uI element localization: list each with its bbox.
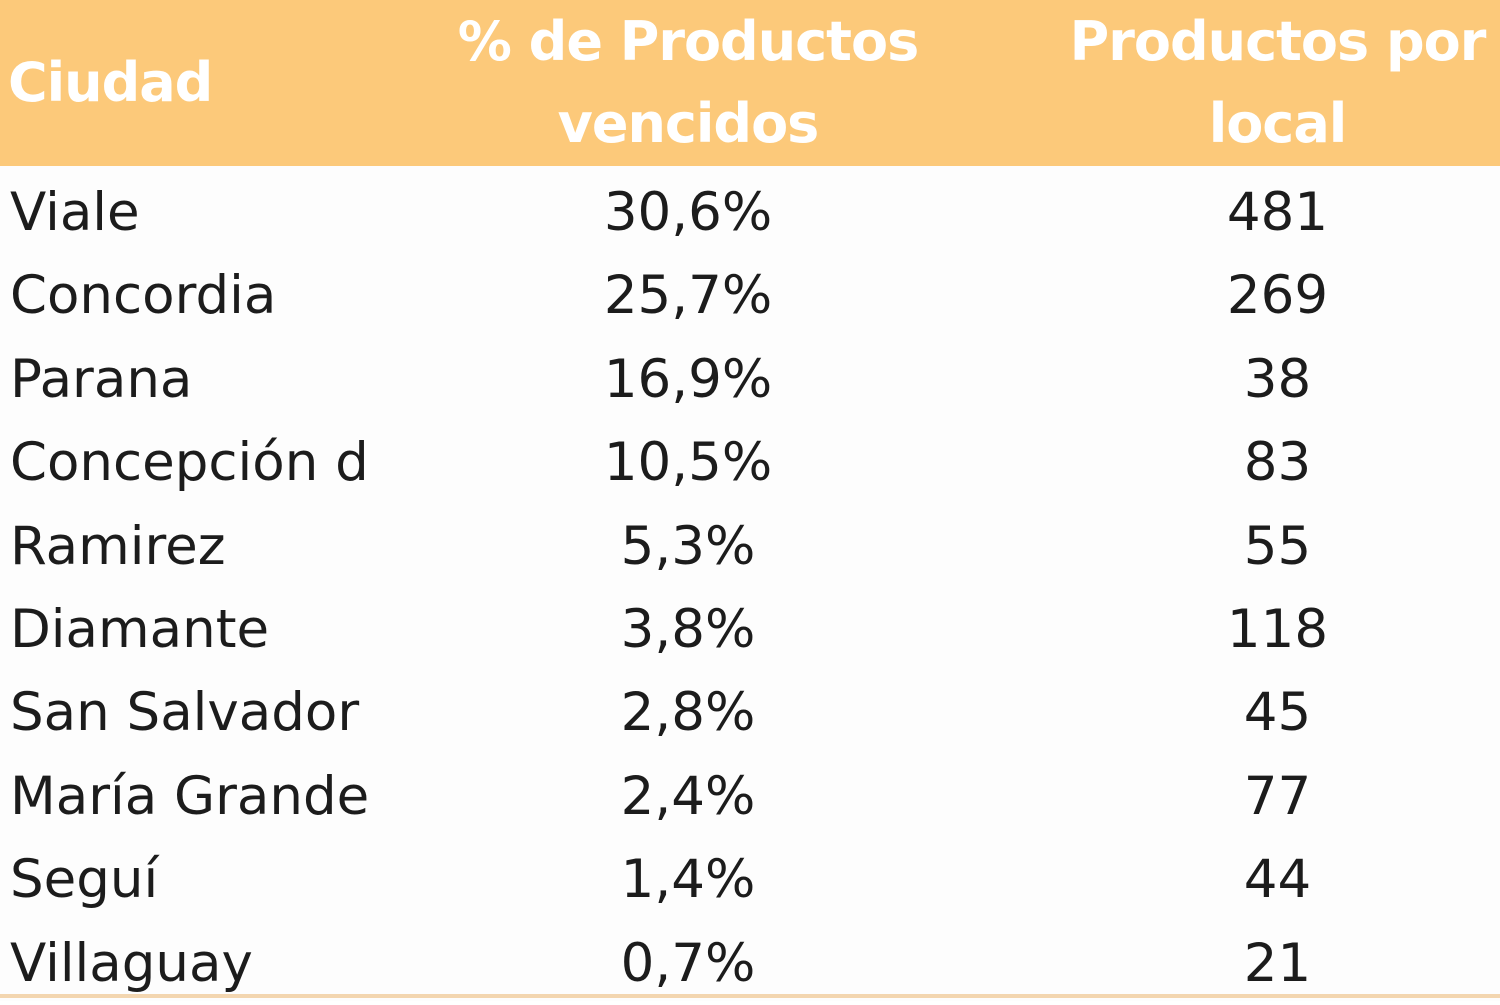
cell-pct-vencidos: 10,5% — [603, 432, 773, 494]
table-bottom-rule — [0, 994, 1500, 998]
column-header-ciudad: Ciudad — [8, 0, 448, 166]
cell-pct-vencidos: 2,4% — [620, 765, 756, 827]
table-row: Villaguay 0,7% 21 — [0, 922, 1500, 1005]
cell-pct-vencidos: 3,8% — [620, 599, 756, 660]
table-row: María Grande 2,4% 77 — [0, 755, 1500, 838]
table-row: San Salvador 2,8% 45 — [0, 671, 1500, 754]
column-header-productos-por-local-label: Productos por local — [1069, 10, 1487, 155]
column-header-ciudad-label: Ciudad — [8, 51, 213, 114]
cell-productos-por-local: 118 — [1226, 599, 1329, 660]
cell-productos-por-local: 269 — [1226, 265, 1329, 327]
cell-ciudad: Viale — [10, 182, 140, 243]
table-header-row: Ciudad % de Productos vencidos Productos… — [0, 0, 1500, 166]
column-header-productos-por-local: Productos por local — [1055, 0, 1500, 166]
cell-productos-por-local: 55 — [1243, 515, 1312, 577]
cell-productos-por-local: 45 — [1243, 682, 1312, 744]
cell-pct-vencidos: 5,3% — [620, 515, 756, 577]
cell-ciudad: María Grande — [10, 765, 370, 827]
cell-pct-vencidos: 2,8% — [620, 682, 756, 744]
cell-productos-por-local: 44 — [1243, 849, 1312, 911]
table-row: Seguí 1,4% 44 — [0, 838, 1500, 921]
cell-ciudad: Seguí — [10, 849, 159, 911]
table-row: Viale 30,6% 481 — [0, 171, 1500, 254]
cell-ciudad: Parana — [10, 348, 193, 410]
cell-pct-vencidos: 1,4% — [620, 849, 756, 911]
cell-ciudad: San Salvador — [10, 682, 360, 744]
table-row: Concepción d 10,5% 83 — [0, 421, 1500, 504]
cell-pct-vencidos: 30,6% — [603, 182, 773, 243]
table-row: Parana 16,9% 38 — [0, 338, 1500, 421]
table-row: Ramirez 5,3% 55 — [0, 505, 1500, 588]
column-header-pct-vencidos: % de Productos vencidos — [448, 0, 928, 166]
cell-ciudad: Diamante — [10, 599, 270, 660]
cell-pct-vencidos: 0,7% — [620, 932, 756, 994]
cell-productos-por-local: 21 — [1243, 932, 1312, 994]
cell-ciudad: Ramirez — [10, 515, 226, 577]
cell-productos-por-local: 38 — [1243, 348, 1312, 410]
cell-ciudad: Concepción d — [10, 432, 369, 494]
table-row: Diamante 3,8% 118 — [0, 588, 1500, 671]
cell-productos-por-local: 83 — [1243, 432, 1312, 494]
cell-pct-vencidos: 25,7% — [603, 265, 773, 327]
cell-productos-por-local: 77 — [1243, 765, 1312, 827]
cell-productos-por-local: 481 — [1226, 182, 1329, 243]
cell-ciudad: Villaguay — [10, 932, 253, 994]
cell-ciudad: Concordia — [10, 265, 277, 327]
column-header-pct-vencidos-label: % de Productos vencidos — [457, 10, 919, 155]
table-row: Concordia 25,7% 269 — [0, 254, 1500, 337]
cell-pct-vencidos: 16,9% — [603, 348, 773, 410]
